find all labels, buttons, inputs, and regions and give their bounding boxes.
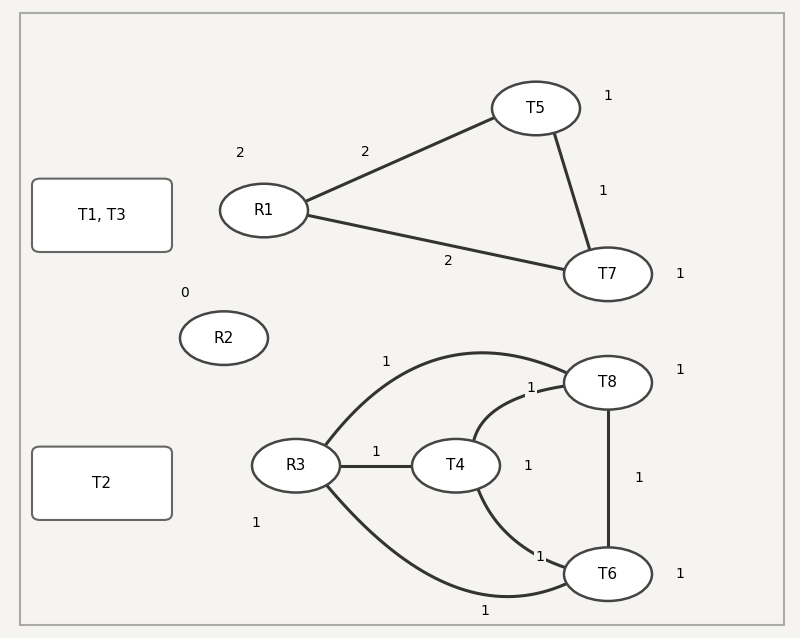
Text: 1: 1 xyxy=(527,382,536,395)
Text: 2: 2 xyxy=(361,145,370,159)
Text: T2: T2 xyxy=(92,476,111,491)
Text: T6: T6 xyxy=(598,567,618,582)
Ellipse shape xyxy=(252,439,340,493)
Text: 2: 2 xyxy=(445,254,454,268)
Text: 1: 1 xyxy=(251,516,261,530)
Text: 1: 1 xyxy=(535,550,545,564)
Text: T8: T8 xyxy=(598,375,618,390)
Ellipse shape xyxy=(564,356,652,410)
Ellipse shape xyxy=(564,547,652,601)
Text: R2: R2 xyxy=(214,330,234,346)
Text: 1: 1 xyxy=(634,471,643,486)
Text: 2: 2 xyxy=(236,146,244,160)
Text: T5: T5 xyxy=(526,101,546,116)
Text: T7: T7 xyxy=(598,267,618,282)
Text: 0: 0 xyxy=(180,286,188,300)
Text: 1: 1 xyxy=(603,89,613,103)
Text: 1: 1 xyxy=(523,459,533,473)
FancyBboxPatch shape xyxy=(32,179,172,252)
Ellipse shape xyxy=(492,82,580,135)
Text: 1: 1 xyxy=(675,567,685,581)
Text: R3: R3 xyxy=(286,458,306,473)
Ellipse shape xyxy=(412,439,500,493)
Ellipse shape xyxy=(180,311,268,365)
Text: R1: R1 xyxy=(254,203,274,218)
Ellipse shape xyxy=(220,184,308,237)
Text: 1: 1 xyxy=(675,267,685,281)
FancyBboxPatch shape xyxy=(32,447,172,520)
Text: 1: 1 xyxy=(481,604,490,618)
Text: 1: 1 xyxy=(675,363,685,377)
Text: 1: 1 xyxy=(598,184,607,198)
Text: 1: 1 xyxy=(371,445,381,459)
Text: 1: 1 xyxy=(381,355,390,369)
Ellipse shape xyxy=(564,248,652,301)
Text: T1, T3: T1, T3 xyxy=(78,208,126,223)
Text: T4: T4 xyxy=(446,458,466,473)
